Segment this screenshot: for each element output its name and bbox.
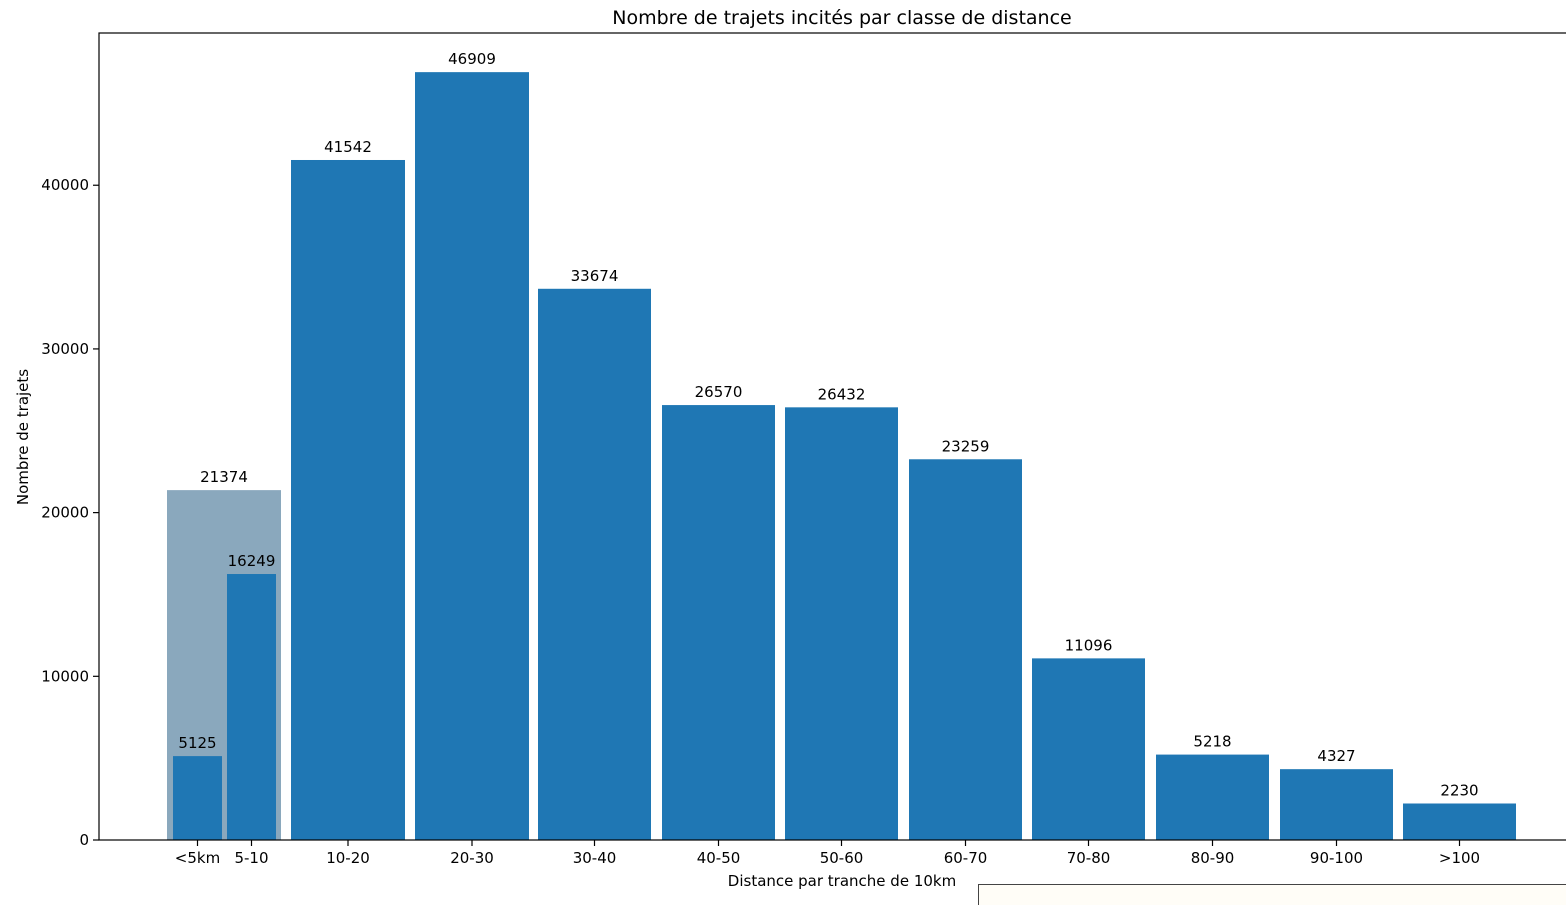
bar <box>538 288 651 840</box>
x-tick-label: 80-90 <box>1191 849 1235 867</box>
data-label: 26432 <box>818 385 866 403</box>
x-tick-label: 40-50 <box>697 849 741 867</box>
y-tick-label: 0 <box>79 831 89 849</box>
data-label: 23259 <box>942 437 990 455</box>
data-label: 2230 <box>1440 781 1478 799</box>
x-tick-label: 90-100 <box>1310 849 1363 867</box>
data-label: 26570 <box>695 383 743 401</box>
x-axis-label: Distance par tranche de 10km <box>728 872 956 890</box>
bar <box>909 459 1022 840</box>
x-tick-label: >100 <box>1439 849 1480 867</box>
data-label: 5125 <box>178 734 216 752</box>
bar <box>173 756 222 840</box>
x-tick-label: 50-60 <box>820 849 864 867</box>
y-tick-label: 30000 <box>41 340 89 358</box>
y-axis: 0 10000 20000 30000 40000 <box>41 176 99 849</box>
bar <box>785 407 898 840</box>
x-tick-label: 10-20 <box>326 849 370 867</box>
bar <box>291 159 405 840</box>
bars-layer <box>167 72 1516 841</box>
y-tick-label: 40000 <box>41 176 89 194</box>
data-label: 33674 <box>571 267 619 285</box>
x-tick-label: 20-30 <box>450 849 494 867</box>
bar <box>662 405 775 840</box>
bar <box>1156 754 1269 840</box>
bar <box>1403 803 1516 840</box>
y-tick-label: 20000 <box>41 504 89 522</box>
data-label-background: 21374 <box>200 468 248 486</box>
data-label: 5218 <box>1193 733 1231 751</box>
data-label: 11096 <box>1065 636 1113 654</box>
bar <box>1280 769 1393 840</box>
x-tick-label: 70-80 <box>1067 849 1111 867</box>
x-tick-label: <5km <box>175 849 220 867</box>
y-tick-label: 10000 <box>41 667 89 685</box>
overlay-panel-edge <box>978 884 1566 905</box>
bar <box>415 72 529 841</box>
y-axis-label: Nombre de trajets <box>14 369 32 505</box>
chart-title: Nombre de trajets incités par classe de … <box>612 7 1071 29</box>
axes-frame <box>98 32 1566 841</box>
data-label: 4327 <box>1317 747 1355 765</box>
x-axis: <5km 5-10 10-20 20-30 30-40 40-50 50-60 60-70 70… <box>175 840 1480 867</box>
bar <box>1032 658 1145 840</box>
x-tick-label: 30-40 <box>573 849 617 867</box>
data-label: 41542 <box>324 138 372 156</box>
bar <box>227 574 276 840</box>
x-tick-label: 5-10 <box>234 849 268 867</box>
data-labels-layer: 21374 5125 16249 41542 46909 33674 26570 26432 2… <box>178 50 1478 799</box>
data-label: 16249 <box>228 552 276 570</box>
x-tick-label: 60-70 <box>944 849 988 867</box>
data-label: 46909 <box>448 50 496 68</box>
